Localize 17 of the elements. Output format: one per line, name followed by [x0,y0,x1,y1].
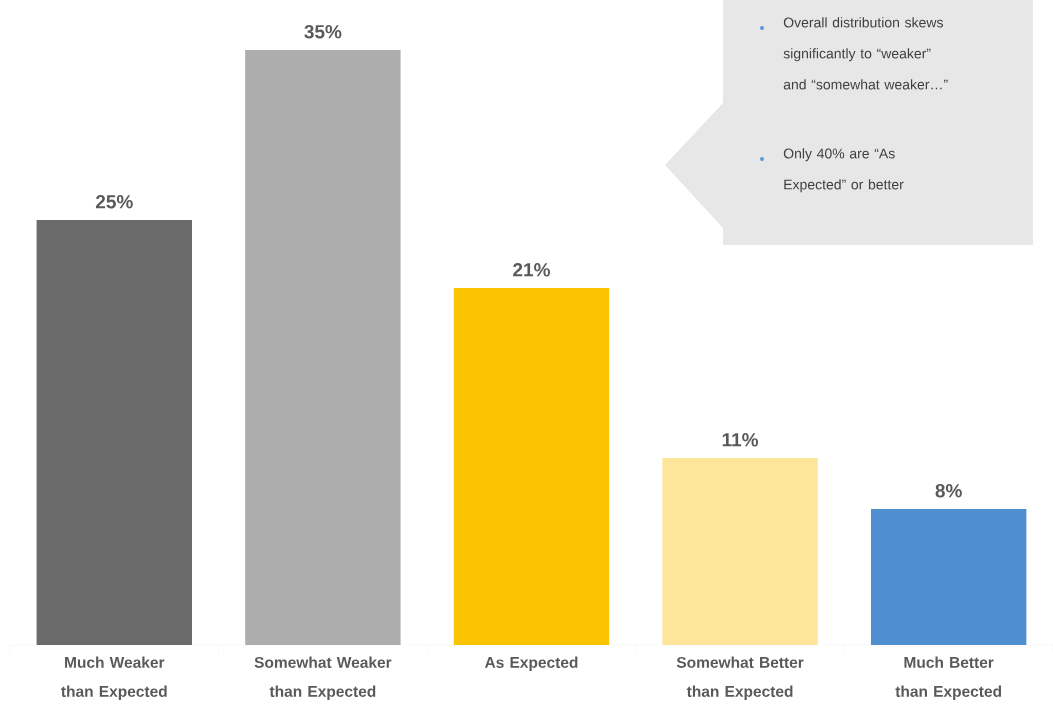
x-tick-label: Somewhat Weaker than Expected [254,656,392,700]
x-tick-label: As Expected [484,656,578,671]
x-tick-label: Somewhat Better than Expected [676,656,804,700]
bar [662,458,818,645]
bar [245,50,401,645]
data-label: 8% [935,484,962,498]
data-label: 21% [513,263,550,277]
data-label: 11% [722,433,759,447]
bar [870,509,1027,645]
x-tick-label: Much Better than Expected [895,656,1002,700]
bar [453,288,610,645]
text: Only 40% are “As Expected” or better [783,148,904,193]
bar [36,220,192,645]
data-label: 35% [304,24,342,39]
x-tick-label: Much Weaker than Expected [61,656,167,700]
data-label: 25% [95,195,133,209]
text: Overall distribution skews significantly to “weaker” and “somewhat weaker…” [783,17,948,90]
